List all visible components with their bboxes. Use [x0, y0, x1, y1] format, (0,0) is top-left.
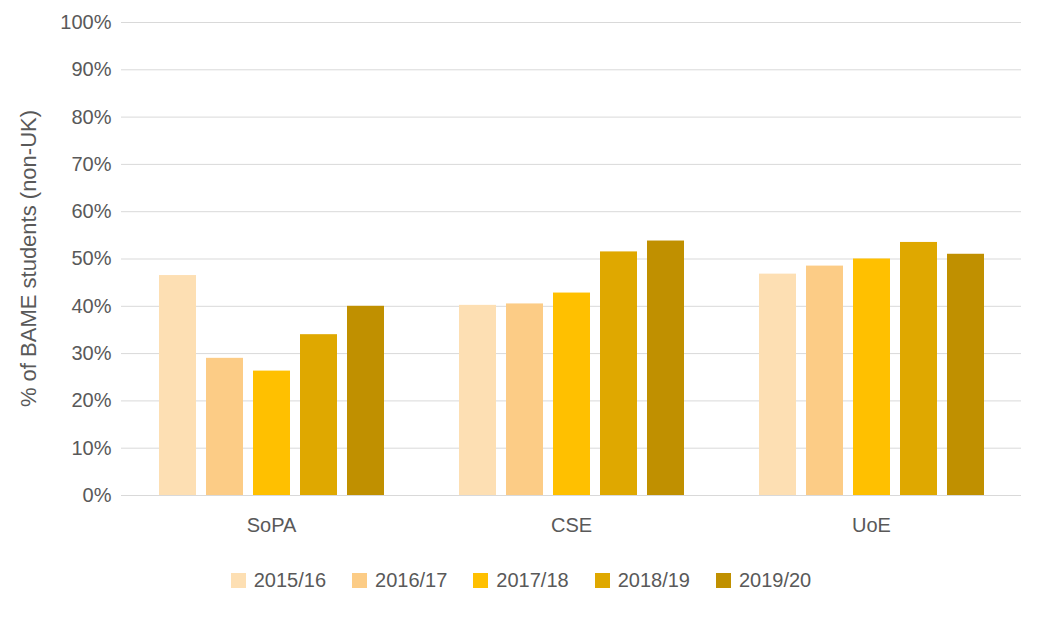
svg-text:0%: 0%	[83, 484, 112, 506]
svg-text:% of BAME students (non-UK): % of BAME students (non-UK)	[16, 110, 41, 407]
svg-text:CSE: CSE	[551, 514, 592, 536]
svg-text:UoE: UoE	[852, 514, 891, 536]
html-text:2015/16: 2015/16	[253, 569, 326, 591]
html-text:2017/18: 2017/18	[496, 569, 569, 591]
svg-text:20%: 20%	[71, 389, 111, 411]
svg-text:10%: 10%	[71, 437, 111, 459]
svg-text:30%: 30%	[71, 342, 111, 364]
svg-text:SoPA: SoPA	[247, 514, 297, 536]
svg-text:60%: 60%	[71, 200, 111, 222]
svg-text:100%: 100%	[60, 11, 111, 33]
html-text:2018/19: 2018/19	[617, 569, 690, 591]
svg-text:50%: 50%	[71, 247, 111, 269]
svg-text:70%: 70%	[71, 153, 111, 175]
svg-text:90%: 90%	[71, 58, 111, 80]
svg-text:80%: 80%	[71, 106, 111, 128]
html-text:2016/17: 2016/17	[375, 569, 448, 591]
svg-text:40%: 40%	[71, 295, 111, 317]
html-text:2019/20: 2019/20	[738, 569, 812, 591]
